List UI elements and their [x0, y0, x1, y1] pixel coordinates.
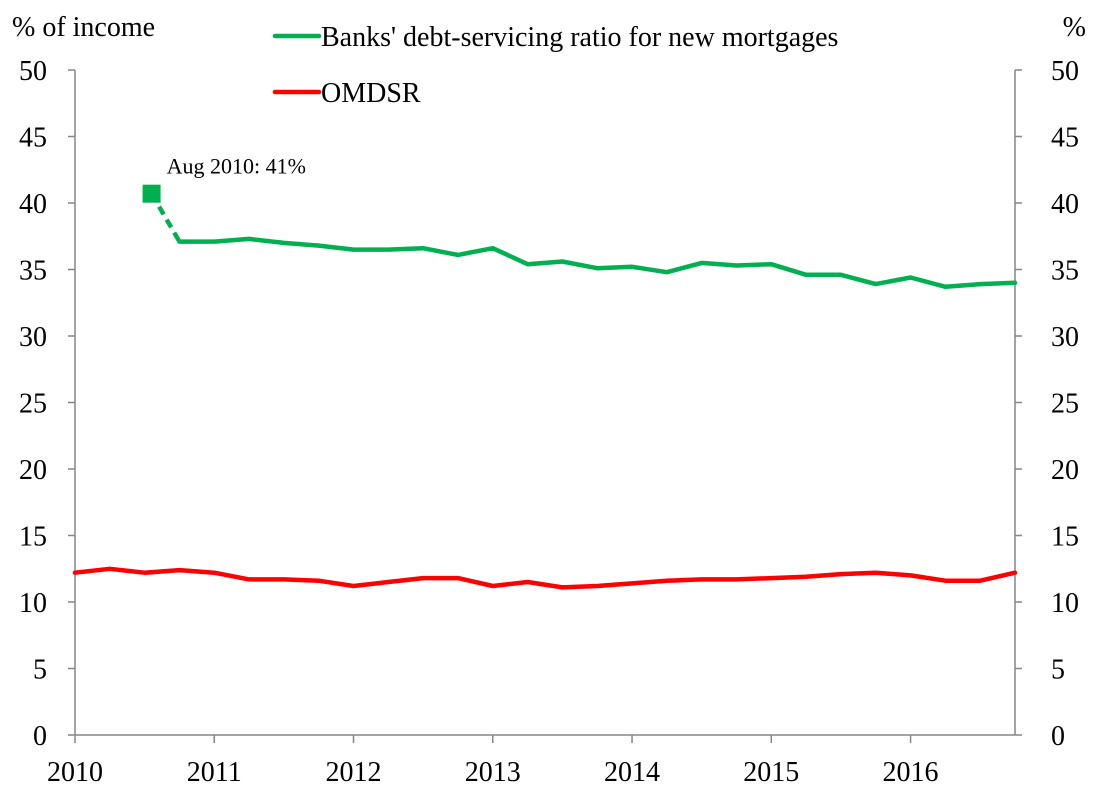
left-y-tick-label: 50 — [19, 56, 47, 87]
highlight: Aug 2010: 41% — [142, 154, 306, 243]
highlight-marker — [142, 184, 161, 203]
left-y-tick-label: 5 — [33, 655, 47, 686]
left-axis-unit-label: % of income — [12, 12, 155, 43]
right-y-tick-label: 30 — [1051, 322, 1079, 353]
x-tick-label: 2012 — [326, 757, 382, 788]
left-y-tick-label: 10 — [19, 588, 47, 619]
left-y-tick-label: 45 — [19, 123, 47, 154]
legend: Banks' debt-servicing ratio for new mort… — [272, 22, 838, 109]
x-tick-label: 2014 — [604, 757, 660, 788]
right-y-tick-label: 45 — [1051, 123, 1079, 154]
right-y-tick-label: 15 — [1051, 522, 1079, 553]
x-tick-label: 2011 — [187, 757, 242, 788]
left-y-tick-label: 0 — [33, 721, 47, 752]
series-lines — [72, 236, 1018, 590]
right-y-tick-label: 50 — [1051, 56, 1079, 87]
axes: 0 0 5 5 10 10 15 15 20 20 25 25 30 30 35 35 40 40 45 45 50 50… — [19, 56, 1079, 788]
right-y-tick-label: 5 — [1051, 655, 1065, 686]
highlight-annotation: Aug 2010: 41% — [167, 154, 306, 179]
right-y-tick-label: 35 — [1051, 256, 1079, 287]
x-tick-label: 2010 — [47, 757, 103, 788]
legend-label: Banks' debt-servicing ratio for new mort… — [321, 22, 838, 53]
series-line-banks-dsr — [177, 236, 1018, 290]
left-y-tick-label: 20 — [19, 455, 47, 486]
right-y-tick-label: 0 — [1051, 721, 1065, 752]
left-y-tick-label: 35 — [19, 256, 47, 287]
x-tick-label: 2016 — [883, 757, 939, 788]
right-axis-unit-label: % — [1063, 12, 1086, 43]
right-y-tick-label: 20 — [1051, 455, 1079, 486]
legend-label: OMDSR — [321, 78, 421, 109]
right-y-tick-label: 25 — [1051, 389, 1079, 420]
left-y-tick-label: 40 — [19, 189, 47, 220]
highlight-connector — [149, 192, 182, 243]
x-tick-label: 2015 — [743, 757, 799, 788]
left-y-tick-label: 15 — [19, 522, 47, 553]
right-y-tick-label: 10 — [1051, 588, 1079, 619]
series-line-omdsr — [72, 566, 1018, 590]
left-y-tick-label: 25 — [19, 389, 47, 420]
right-y-tick-label: 40 — [1051, 189, 1079, 220]
x-tick-label: 2013 — [465, 757, 521, 788]
left-y-tick-label: 30 — [19, 322, 47, 353]
